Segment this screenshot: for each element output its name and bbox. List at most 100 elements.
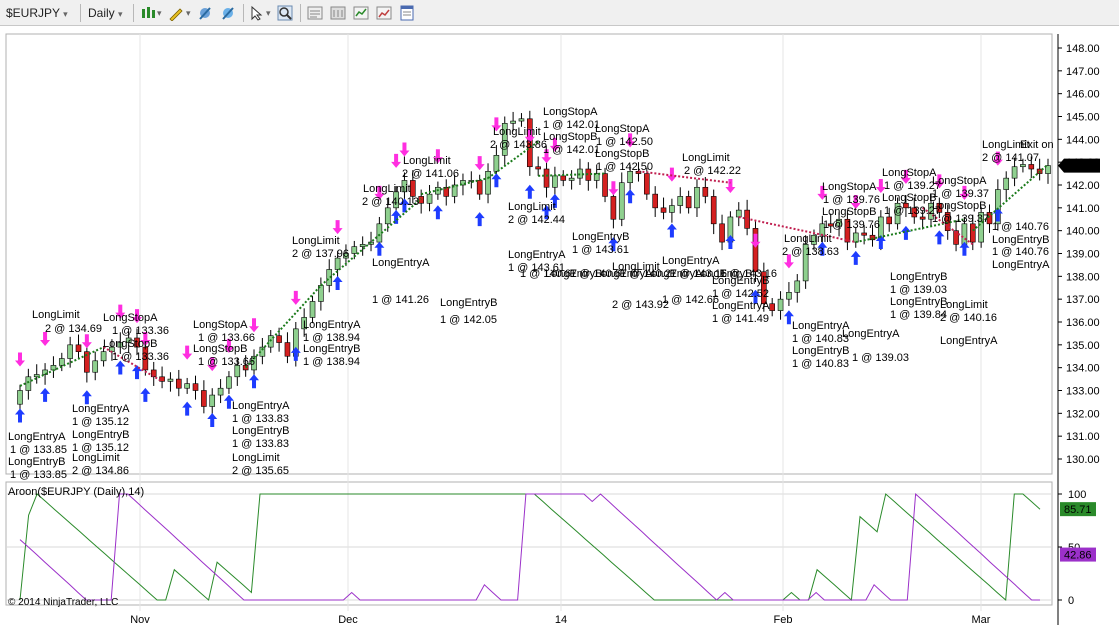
chevron-down-icon[interactable]: ▾ <box>157 8 162 18</box>
bars-type-icon[interactable] <box>140 5 156 21</box>
candle[interactable] <box>84 351 90 373</box>
candle[interactable] <box>777 298 784 311</box>
candle[interactable] <box>284 342 291 357</box>
candle[interactable] <box>786 292 792 300</box>
candle[interactable] <box>501 123 508 156</box>
candle[interactable] <box>209 394 216 407</box>
candle[interactable] <box>201 390 207 407</box>
candle[interactable] <box>735 209 742 218</box>
candle[interactable] <box>192 383 199 391</box>
candle[interactable] <box>969 223 976 243</box>
candle[interactable] <box>669 205 675 213</box>
candle[interactable] <box>326 269 333 286</box>
candle[interactable] <box>276 335 282 343</box>
candle[interactable] <box>251 355 257 371</box>
candle[interactable] <box>886 216 893 225</box>
candle[interactable] <box>752 228 759 273</box>
candle[interactable] <box>702 186 709 197</box>
candle[interactable] <box>125 337 132 343</box>
candle[interactable] <box>518 118 525 122</box>
candle[interactable] <box>894 202 901 225</box>
candle[interactable] <box>869 234 876 241</box>
candle[interactable] <box>836 218 842 227</box>
candle[interactable] <box>351 246 358 254</box>
candle[interactable] <box>1011 166 1018 179</box>
candle[interactable] <box>694 186 700 209</box>
candle[interactable] <box>552 175 558 188</box>
candle[interactable] <box>92 360 99 373</box>
candle[interactable] <box>978 212 984 243</box>
candle[interactable] <box>150 369 157 378</box>
candle[interactable] <box>426 193 433 204</box>
candle[interactable] <box>1020 164 1026 168</box>
candle[interactable] <box>50 365 57 371</box>
candle[interactable] <box>593 173 600 181</box>
candle[interactable] <box>17 390 23 405</box>
candle[interactable] <box>602 173 608 197</box>
candle[interactable] <box>610 196 617 220</box>
candle[interactable] <box>117 342 124 348</box>
add-indicator-icon[interactable] <box>197 5 213 21</box>
candle[interactable] <box>535 166 541 170</box>
chevron-down-icon[interactable]: ▾ <box>186 8 191 18</box>
candle[interactable] <box>384 207 391 225</box>
candle[interactable] <box>301 317 307 330</box>
candle[interactable] <box>627 171 633 184</box>
candle[interactable] <box>493 155 500 172</box>
candle[interactable] <box>1045 165 1051 174</box>
candle[interactable] <box>543 168 550 188</box>
candle[interactable] <box>710 196 717 225</box>
candle[interactable] <box>936 202 943 213</box>
candle[interactable] <box>175 378 182 389</box>
candle[interactable] <box>644 173 650 195</box>
candle[interactable] <box>418 196 424 204</box>
candle[interactable] <box>451 184 458 197</box>
candle[interactable] <box>527 118 533 168</box>
candle[interactable] <box>844 218 851 243</box>
candle[interactable] <box>919 216 926 220</box>
candle[interactable] <box>719 223 725 243</box>
candle[interactable] <box>42 369 48 375</box>
candle[interactable] <box>510 120 516 124</box>
drawing-pencil-icon[interactable] <box>168 5 184 21</box>
candle[interactable] <box>167 378 174 382</box>
symbol-selector[interactable]: $EURJPY ▾ <box>6 6 68 20</box>
candle[interactable] <box>67 344 73 359</box>
candle[interactable] <box>309 301 316 318</box>
candle[interactable] <box>903 202 909 209</box>
candle[interactable] <box>234 365 241 378</box>
candle[interactable] <box>184 383 190 389</box>
candle[interactable] <box>861 232 867 236</box>
candle[interactable] <box>1003 177 1010 190</box>
candle[interactable] <box>652 193 658 209</box>
candle[interactable] <box>142 346 149 371</box>
candle[interactable] <box>393 191 399 209</box>
chart-window-icon[interactable] <box>376 5 392 21</box>
candle[interactable] <box>568 177 575 181</box>
candle[interactable] <box>343 253 349 259</box>
candle[interactable] <box>961 223 968 245</box>
candle[interactable] <box>1028 164 1035 170</box>
window-icon[interactable] <box>399 5 415 21</box>
aroon-panel[interactable] <box>19 492 1041 602</box>
candle[interactable] <box>660 207 667 213</box>
zoom-icon[interactable] <box>277 5 293 21</box>
candle[interactable] <box>485 171 491 195</box>
chart-trader-icon[interactable] <box>353 5 369 21</box>
candle[interactable] <box>401 180 408 193</box>
chevron-down-icon[interactable]: ▾ <box>266 8 271 18</box>
candle[interactable] <box>75 344 82 352</box>
candle[interactable] <box>334 257 341 270</box>
candle[interactable] <box>217 387 224 396</box>
candle[interactable] <box>986 212 993 225</box>
candle[interactable] <box>677 196 684 206</box>
data-box-icon[interactable] <box>330 5 346 21</box>
candle[interactable] <box>468 180 475 182</box>
aroon-down-line[interactable] <box>19 492 1040 601</box>
candle[interactable] <box>769 303 775 311</box>
candle[interactable] <box>410 180 416 197</box>
candle[interactable] <box>811 234 817 245</box>
properties-icon[interactable] <box>307 5 323 21</box>
